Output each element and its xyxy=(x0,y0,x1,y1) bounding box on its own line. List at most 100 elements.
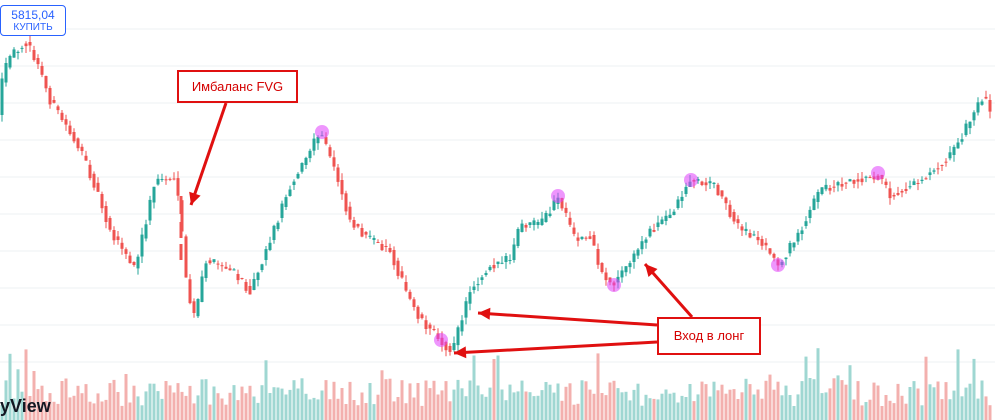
swing-point-marker xyxy=(315,125,329,139)
candle-body xyxy=(144,224,148,239)
volume-bar xyxy=(268,393,272,420)
candle-body xyxy=(648,228,652,237)
volume-bar xyxy=(336,398,340,420)
volume-bar xyxy=(848,365,852,420)
candle-body xyxy=(592,235,596,246)
buy-price-badge[interactable]: 5815,04 КУПИТЬ xyxy=(0,5,66,36)
candle-body xyxy=(496,261,500,264)
candle-body xyxy=(852,180,856,184)
candle-body xyxy=(484,273,488,275)
candle-body xyxy=(176,178,180,196)
volume-bar xyxy=(764,380,768,420)
candle-body xyxy=(520,223,524,232)
fvg-annotation: Имбаланс FVG xyxy=(177,70,298,103)
candle-body xyxy=(136,256,140,269)
volume-bar xyxy=(744,378,748,420)
candle-body xyxy=(712,182,716,184)
volume-bar xyxy=(36,389,40,420)
candle-body xyxy=(864,176,868,178)
swing-point-marker xyxy=(434,333,448,347)
candle-body xyxy=(500,262,504,264)
candle-body xyxy=(56,106,60,111)
candle-body xyxy=(988,100,992,112)
volume-bar xyxy=(564,386,568,420)
volume-bar xyxy=(180,391,184,420)
candle-body xyxy=(296,173,300,179)
candle-body xyxy=(892,195,896,197)
candle-body xyxy=(288,189,292,196)
volume-bar xyxy=(756,389,760,420)
volume-bar xyxy=(468,380,472,420)
candle-body xyxy=(448,346,452,352)
volume-bar xyxy=(576,403,580,420)
candle-body xyxy=(24,43,28,47)
candle-body xyxy=(396,260,400,276)
candle-body xyxy=(980,101,984,105)
volume-bar xyxy=(948,399,952,420)
candle-body xyxy=(172,178,176,180)
volume-bar xyxy=(988,405,992,420)
volume-bar xyxy=(440,390,444,420)
candle-body xyxy=(256,272,260,280)
candle-body xyxy=(596,249,600,265)
volume-bar xyxy=(516,391,520,420)
candle-body xyxy=(244,282,248,291)
candle-body xyxy=(304,157,308,165)
candle-body xyxy=(332,157,336,167)
candle-body xyxy=(68,125,72,135)
volume-bar xyxy=(404,403,408,420)
volume-bar xyxy=(580,380,584,420)
candle-body xyxy=(960,139,964,142)
candle-body xyxy=(328,147,332,157)
volume-bar xyxy=(860,405,864,420)
volume-bar xyxy=(148,383,152,420)
candle-body xyxy=(240,278,244,279)
volume-bar xyxy=(568,383,572,420)
volume-bar xyxy=(120,405,124,420)
volume-bar xyxy=(212,386,216,420)
volume-bar xyxy=(968,383,972,420)
candle-body xyxy=(908,186,912,188)
volume-bar xyxy=(228,392,232,420)
candle-body xyxy=(408,291,412,299)
candle-body xyxy=(108,218,112,230)
candle-body xyxy=(912,181,916,185)
volume-bar xyxy=(880,406,884,420)
volume-bar xyxy=(732,389,736,420)
candle-body xyxy=(532,220,536,225)
candle-body xyxy=(716,184,720,196)
volume-bar xyxy=(776,381,780,420)
candle-body xyxy=(88,164,92,179)
volume-bar xyxy=(288,389,292,420)
volume-bar xyxy=(272,387,276,420)
volume-bar xyxy=(20,391,24,420)
candle-body xyxy=(300,163,304,172)
candle-body xyxy=(524,225,528,228)
volume-bar xyxy=(808,378,812,420)
volume-bar xyxy=(936,381,940,420)
volume-bar xyxy=(836,375,840,420)
candle-body xyxy=(372,238,376,240)
volume-bar xyxy=(28,396,32,420)
volume-bar xyxy=(528,392,532,420)
volume-bar xyxy=(584,381,588,420)
volume-bar xyxy=(100,401,104,420)
long-entry-annotation: Вход в лонг xyxy=(657,317,761,355)
candle-body xyxy=(724,197,728,204)
candle-body xyxy=(900,191,904,193)
candle-body xyxy=(352,220,356,228)
candle-body xyxy=(380,244,384,251)
volume-bar xyxy=(60,381,64,420)
volume-bar xyxy=(280,388,284,420)
volume-bar xyxy=(460,388,464,420)
volume-bar xyxy=(300,378,304,420)
candle-body xyxy=(404,282,408,291)
arrow-head xyxy=(645,264,658,277)
volume-bar xyxy=(676,402,680,420)
volume-bar xyxy=(364,403,368,420)
swing-point-marker xyxy=(551,189,565,203)
volume-bar xyxy=(644,394,648,420)
volume-bar xyxy=(416,383,420,420)
volume-bar xyxy=(716,390,720,420)
volume-bar xyxy=(628,400,632,420)
